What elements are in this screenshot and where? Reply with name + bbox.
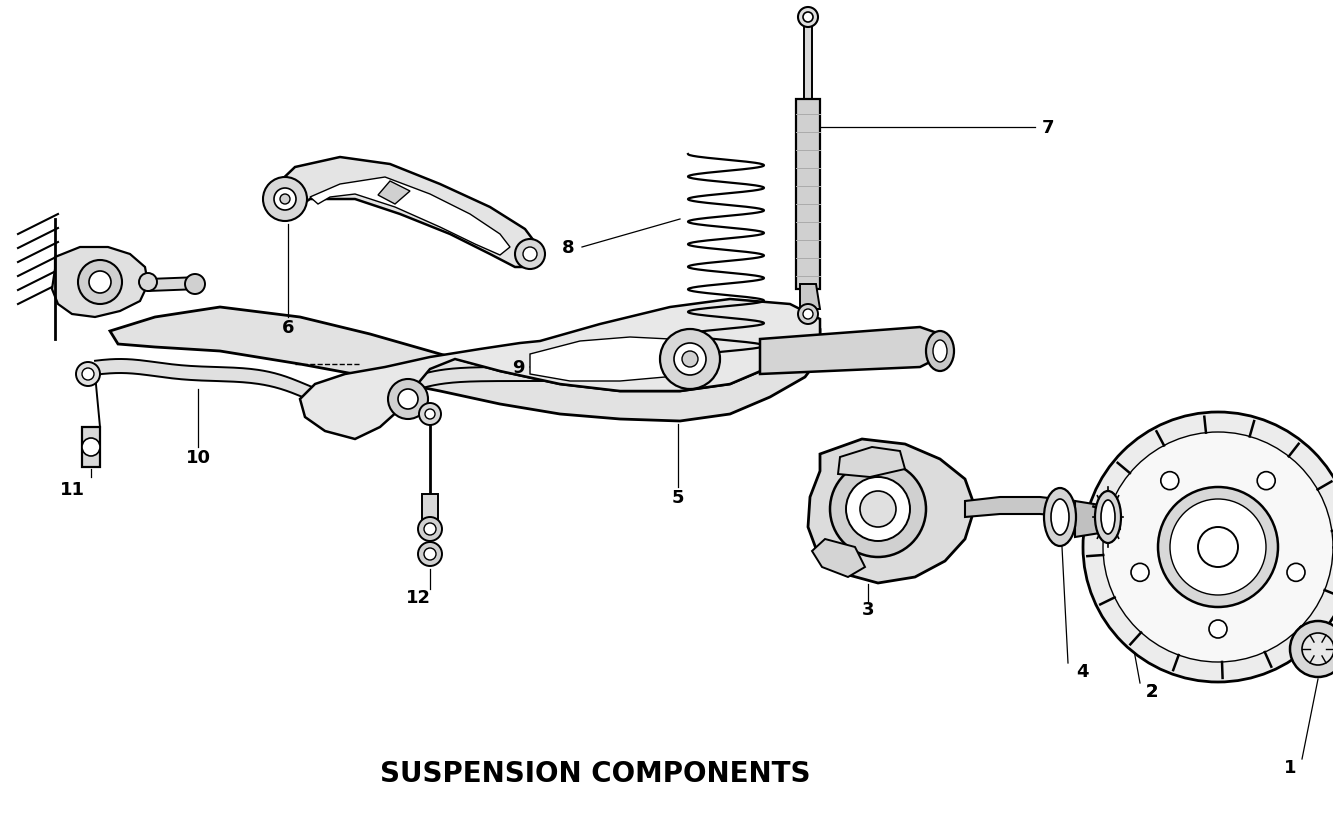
Circle shape bbox=[515, 240, 545, 270]
Text: 4: 4 bbox=[1076, 662, 1088, 680]
Polygon shape bbox=[800, 284, 820, 309]
Circle shape bbox=[399, 390, 419, 409]
Ellipse shape bbox=[1044, 489, 1076, 547]
Circle shape bbox=[1158, 487, 1278, 607]
Circle shape bbox=[798, 8, 818, 28]
Polygon shape bbox=[83, 428, 100, 467]
Text: 11: 11 bbox=[60, 480, 84, 499]
Circle shape bbox=[830, 461, 926, 557]
Circle shape bbox=[89, 272, 111, 294]
Circle shape bbox=[83, 369, 95, 380]
Circle shape bbox=[1302, 633, 1333, 665]
Polygon shape bbox=[300, 299, 820, 439]
Polygon shape bbox=[760, 327, 940, 375]
Polygon shape bbox=[838, 447, 905, 477]
Circle shape bbox=[802, 309, 813, 319]
Circle shape bbox=[424, 523, 436, 535]
Polygon shape bbox=[808, 439, 974, 583]
Polygon shape bbox=[812, 539, 865, 577]
Ellipse shape bbox=[933, 341, 946, 362]
Circle shape bbox=[1290, 621, 1333, 677]
Polygon shape bbox=[531, 337, 700, 381]
Polygon shape bbox=[423, 495, 439, 524]
Circle shape bbox=[798, 304, 818, 325]
Text: 2: 2 bbox=[1146, 682, 1158, 700]
Circle shape bbox=[76, 362, 100, 386]
Circle shape bbox=[263, 178, 307, 222]
Polygon shape bbox=[804, 25, 812, 110]
Text: 10: 10 bbox=[185, 448, 211, 466]
Ellipse shape bbox=[1050, 500, 1069, 535]
Text: 5: 5 bbox=[672, 489, 684, 506]
Circle shape bbox=[660, 330, 720, 390]
Text: 9: 9 bbox=[512, 359, 524, 376]
Polygon shape bbox=[796, 100, 820, 289]
Circle shape bbox=[425, 409, 435, 419]
Polygon shape bbox=[311, 178, 511, 256]
Circle shape bbox=[674, 343, 706, 375]
Text: 8: 8 bbox=[561, 239, 575, 256]
Text: SUSPENSION COMPONENTS: SUSPENSION COMPONENTS bbox=[380, 759, 810, 787]
Polygon shape bbox=[379, 182, 411, 205]
Polygon shape bbox=[111, 308, 820, 422]
Circle shape bbox=[1082, 413, 1333, 682]
Circle shape bbox=[1130, 564, 1149, 581]
Circle shape bbox=[802, 13, 813, 23]
Ellipse shape bbox=[926, 332, 954, 371]
Polygon shape bbox=[965, 497, 1074, 518]
Circle shape bbox=[424, 548, 436, 561]
Circle shape bbox=[1102, 433, 1333, 662]
Ellipse shape bbox=[1094, 491, 1121, 543]
Circle shape bbox=[860, 491, 896, 528]
Text: 12: 12 bbox=[405, 588, 431, 606]
Text: 3: 3 bbox=[861, 600, 874, 619]
Circle shape bbox=[523, 248, 537, 261]
Polygon shape bbox=[52, 248, 148, 318]
Polygon shape bbox=[1074, 501, 1120, 538]
Circle shape bbox=[1161, 472, 1178, 490]
Text: 7: 7 bbox=[1042, 119, 1054, 136]
Circle shape bbox=[1209, 620, 1226, 638]
Circle shape bbox=[1170, 500, 1266, 595]
Circle shape bbox=[388, 380, 428, 419]
Text: 2: 2 bbox=[1146, 682, 1158, 700]
Text: 1: 1 bbox=[1284, 758, 1296, 776]
Circle shape bbox=[1257, 472, 1276, 490]
Circle shape bbox=[1286, 564, 1305, 581]
Ellipse shape bbox=[1101, 500, 1114, 534]
Circle shape bbox=[83, 438, 100, 457]
Circle shape bbox=[682, 351, 698, 367]
Circle shape bbox=[419, 518, 443, 542]
Circle shape bbox=[419, 404, 441, 425]
Circle shape bbox=[275, 189, 296, 211]
Circle shape bbox=[79, 261, 123, 304]
Circle shape bbox=[1198, 528, 1238, 567]
Circle shape bbox=[419, 543, 443, 566]
Text: 6: 6 bbox=[281, 318, 295, 337]
Circle shape bbox=[846, 477, 910, 542]
Circle shape bbox=[139, 274, 157, 292]
Polygon shape bbox=[268, 158, 540, 268]
Circle shape bbox=[280, 195, 291, 205]
Polygon shape bbox=[148, 278, 200, 292]
Circle shape bbox=[185, 275, 205, 294]
